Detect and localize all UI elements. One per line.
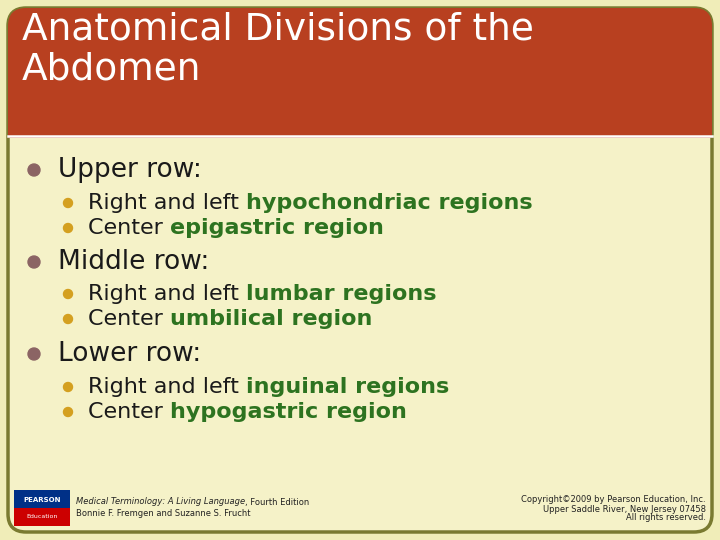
- Text: Center: Center: [88, 309, 170, 329]
- Text: Upper row:: Upper row:: [58, 157, 202, 183]
- Circle shape: [63, 382, 73, 392]
- Text: All rights reserved.: All rights reserved.: [626, 514, 706, 523]
- FancyBboxPatch shape: [14, 490, 70, 508]
- Text: Bonnie F. Fremgen and Suzanne S. Frucht: Bonnie F. Fremgen and Suzanne S. Frucht: [76, 510, 251, 518]
- Text: umbilical region: umbilical region: [170, 309, 372, 329]
- Circle shape: [63, 224, 73, 233]
- FancyBboxPatch shape: [8, 118, 712, 138]
- Text: Education: Education: [27, 514, 58, 519]
- Text: Upper Saddle River, New Jersey 07458: Upper Saddle River, New Jersey 07458: [543, 504, 706, 514]
- Text: lumbar regions: lumbar regions: [246, 284, 436, 304]
- Circle shape: [63, 408, 73, 416]
- Circle shape: [28, 256, 40, 268]
- FancyBboxPatch shape: [8, 8, 712, 138]
- Text: Lower row:: Lower row:: [58, 341, 202, 367]
- Text: PEARSON: PEARSON: [23, 497, 60, 503]
- Text: epigastric region: epigastric region: [170, 218, 384, 238]
- Text: Right and left: Right and left: [88, 377, 246, 397]
- Text: Right and left: Right and left: [88, 193, 246, 213]
- FancyBboxPatch shape: [14, 508, 70, 526]
- Text: hypochondriac regions: hypochondriac regions: [246, 193, 533, 213]
- Text: Abdomen: Abdomen: [22, 52, 202, 88]
- Text: Center: Center: [88, 402, 170, 422]
- Text: Copyright©2009 by Pearson Education, Inc.: Copyright©2009 by Pearson Education, Inc…: [521, 496, 706, 504]
- Text: Anatomical Divisions of the: Anatomical Divisions of the: [22, 12, 534, 48]
- Text: hypogastric region: hypogastric region: [170, 402, 407, 422]
- FancyBboxPatch shape: [8, 8, 712, 532]
- Circle shape: [63, 199, 73, 207]
- Circle shape: [28, 164, 40, 176]
- Text: Center: Center: [88, 218, 170, 238]
- Circle shape: [63, 289, 73, 299]
- Text: Medical Terminology: A Living Language: Medical Terminology: A Living Language: [76, 497, 245, 507]
- Text: Middle row:: Middle row:: [58, 249, 210, 275]
- Text: , Fourth Edition: , Fourth Edition: [245, 497, 310, 507]
- Circle shape: [28, 348, 40, 360]
- Text: Right and left: Right and left: [88, 284, 246, 304]
- Circle shape: [63, 314, 73, 323]
- Text: inguinal regions: inguinal regions: [246, 377, 449, 397]
